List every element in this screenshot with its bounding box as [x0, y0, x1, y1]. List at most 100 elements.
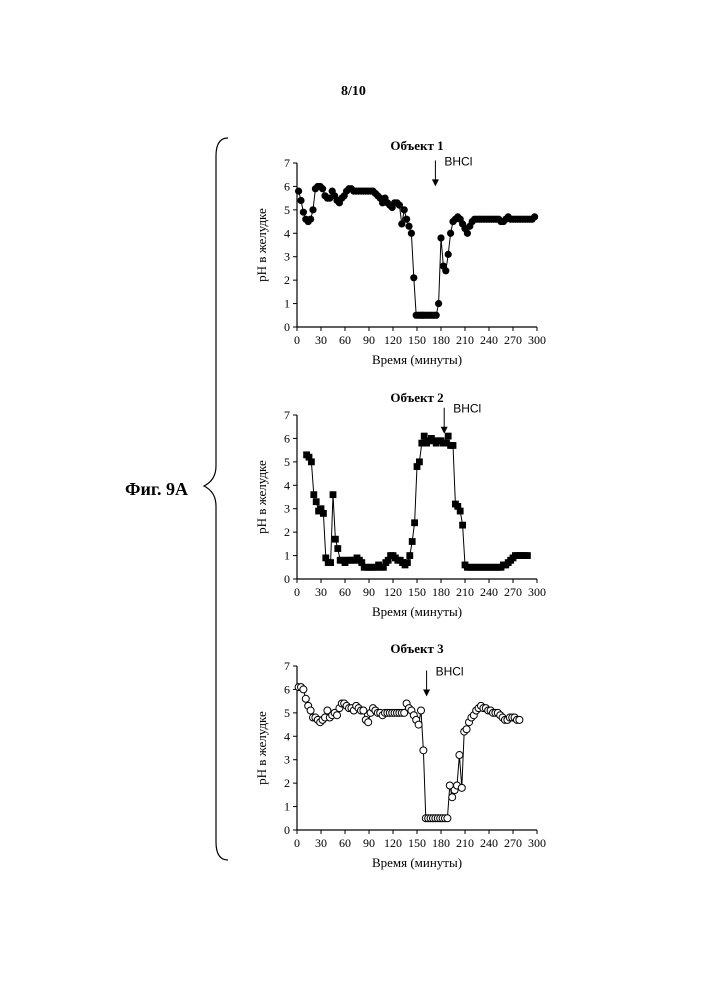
data-point: [405, 222, 413, 230]
data-point: [419, 746, 428, 755]
y-tick-label: 7: [284, 659, 290, 673]
annotation-arrow-head: [423, 689, 431, 697]
data-point: [400, 708, 409, 717]
y-tick-label: 0: [284, 320, 290, 334]
x-tick-label: 30: [315, 333, 327, 347]
annotation-arrow-head: [440, 426, 448, 434]
x-tick-label: 240: [480, 836, 498, 850]
data-point: [456, 507, 464, 515]
x-tick-label: 270: [504, 836, 522, 850]
y-tick-label: 2: [284, 273, 290, 287]
y-tick-label: 7: [284, 156, 290, 170]
x-tick-label: 60: [339, 333, 351, 347]
x-tick-label: 150: [408, 836, 426, 850]
data-point: [404, 559, 411, 566]
x-tick-label: 210: [456, 333, 474, 347]
chart-object-1: Объект 1 0 1 2 3 4 5 6 7 0 30 60 90 120 150 180 210 240 27…: [254, 138, 546, 367]
x-tick-label: 180: [432, 333, 450, 347]
data-point: [410, 274, 418, 282]
data-point: [457, 783, 466, 792]
data-point: [329, 491, 337, 499]
data-point: [524, 552, 531, 559]
data-point: [411, 519, 418, 527]
data-point: [301, 694, 310, 703]
figure-brace: [202, 137, 229, 861]
y-tick-label: 2: [284, 776, 290, 790]
y-tick-label: 6: [284, 682, 290, 696]
series-line: [298, 185, 535, 316]
data-point: [407, 229, 415, 237]
data-point: [395, 201, 403, 209]
data-point: [463, 229, 471, 237]
y-tick-label: 6: [284, 431, 290, 445]
data-point: [322, 554, 330, 562]
x-tick-label: 0: [294, 585, 300, 599]
y-tick-label: 4: [284, 729, 290, 743]
y-tick-label: 5: [284, 706, 290, 720]
data-point: [442, 267, 450, 275]
y-tick-label: 3: [284, 753, 290, 767]
data-point: [413, 463, 421, 470]
x-tick-label: 90: [363, 333, 375, 347]
x-tick-label: 120: [384, 585, 402, 599]
chart-title: Объект 3: [390, 641, 444, 656]
data-point: [420, 432, 428, 440]
x-tick-label: 30: [315, 836, 327, 850]
data-point: [305, 453, 313, 461]
data-point: [462, 725, 471, 734]
x-tick-label: 150: [408, 333, 426, 347]
data-point: [443, 814, 452, 823]
x-axis-label: Время (минуты): [372, 604, 462, 619]
chart-object-2: Объект 2 0 1 2 3 4 5 6 7 0 30 60 90 120 150 180 210 240 27…: [254, 390, 546, 619]
y-tick-label: 5: [284, 203, 290, 217]
data-point: [416, 458, 423, 466]
data-point: [320, 510, 327, 517]
x-tick-label: 60: [339, 585, 351, 599]
data-point: [515, 715, 524, 724]
data-point: [299, 685, 308, 694]
data-point: [531, 213, 539, 221]
x-tick-label: 300: [528, 333, 546, 347]
data-point: [307, 215, 315, 223]
data-point: [403, 215, 411, 223]
data-point: [432, 311, 440, 319]
x-tick-label: 120: [384, 836, 402, 850]
y-tick-label: 0: [284, 572, 290, 586]
data-point: [306, 706, 315, 715]
data-point: [333, 711, 341, 720]
data-point: [406, 552, 414, 559]
data-point: [435, 299, 443, 308]
data-point: [447, 229, 455, 237]
x-tick-label: 0: [294, 836, 300, 850]
data-point: [400, 206, 408, 214]
data-point: [319, 185, 327, 193]
data-point: [444, 432, 452, 440]
x-tick-label: 90: [363, 585, 375, 599]
x-tick-label: 210: [456, 836, 474, 850]
y-axis-label: pH в желудке: [254, 460, 269, 534]
data-point: [455, 751, 464, 760]
x-tick-label: 30: [315, 585, 327, 599]
x-tick-label: 240: [480, 333, 498, 347]
chart-title: Объект 2: [390, 390, 443, 405]
chart-object-3: Объект 3 0 1 2 3 4 5 6 7 0 30 60 90 120 150 180 210 240 27…: [254, 641, 546, 870]
x-tick-label: 0: [294, 333, 300, 347]
y-tick-label: 1: [284, 549, 290, 563]
x-tick-label: 210: [456, 585, 474, 599]
page-number: 8/10: [341, 84, 366, 99]
data-point: [437, 234, 445, 242]
data-point: [459, 521, 466, 529]
data-point: [364, 718, 373, 727]
x-tick-label: 300: [528, 836, 546, 850]
data-point: [359, 706, 368, 715]
x-tick-label: 300: [528, 585, 546, 599]
y-axis-label: pH в желудке: [254, 711, 269, 785]
data-point: [380, 563, 387, 571]
x-tick-label: 240: [480, 585, 498, 599]
data-point: [327, 559, 334, 566]
x-tick-label: 150: [408, 585, 426, 599]
chart-title: Объект 1: [390, 138, 443, 153]
data-point: [414, 720, 423, 729]
data-point: [417, 706, 425, 715]
data-point: [334, 545, 342, 552]
